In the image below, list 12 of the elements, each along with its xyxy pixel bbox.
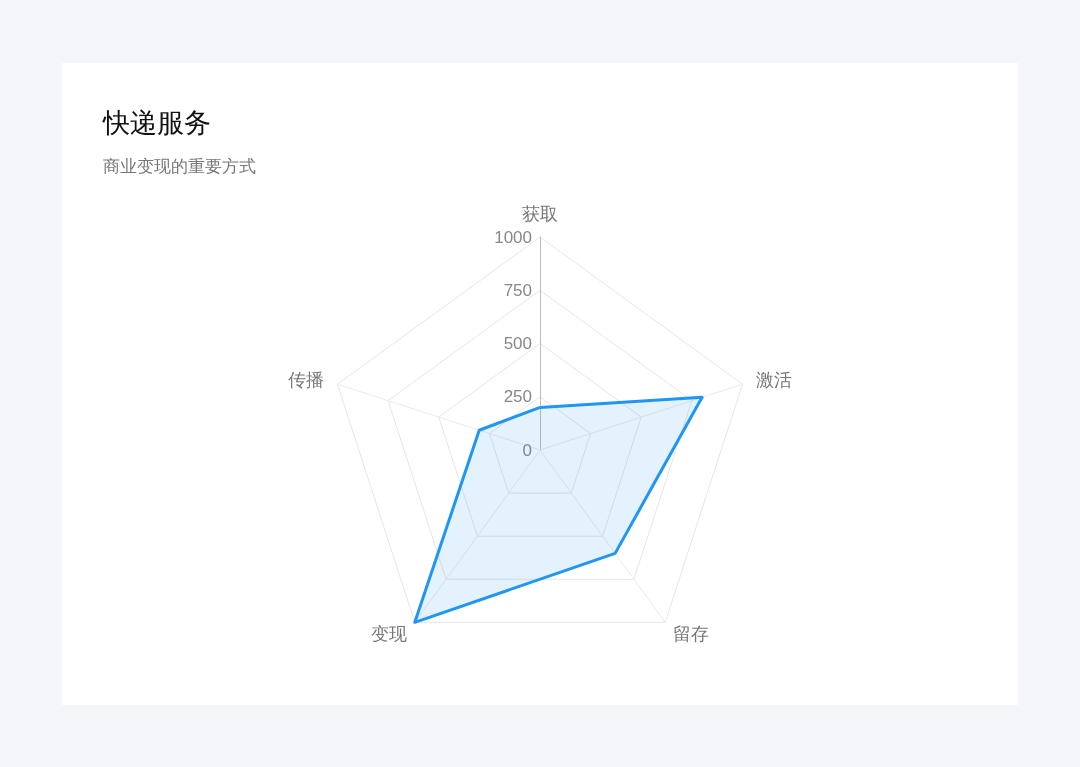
- chart-title: 快递服务: [103, 106, 211, 140]
- y-tick-label: 750: [503, 280, 532, 300]
- y-tick-label: 250: [503, 387, 532, 407]
- spoke-label: 传播: [288, 369, 325, 390]
- spoke-label: 激活: [755, 369, 792, 390]
- spoke-label: 留存: [673, 623, 710, 644]
- y-tick-label: 500: [503, 334, 532, 353]
- spoke-label: 变现: [370, 623, 407, 644]
- spoke-label: 获取: [522, 204, 558, 224]
- y-tick-label: 1000: [494, 227, 532, 247]
- chart-subtitle: 商业变现的重要方式: [103, 155, 256, 178]
- y-tick-label: 0: [522, 440, 532, 460]
